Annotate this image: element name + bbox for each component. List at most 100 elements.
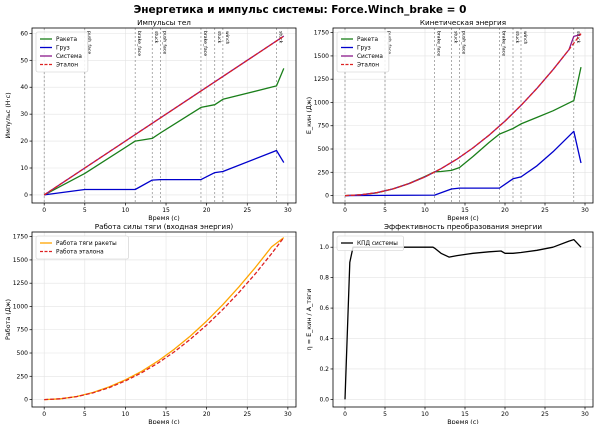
legend-entry: КПД системы bbox=[357, 241, 398, 247]
x-tick-label: 25 bbox=[541, 207, 549, 214]
x-axis-label: Время (с) bbox=[148, 214, 180, 222]
y-axis-label: Работа (Дж) bbox=[4, 299, 12, 340]
event-label: push_face bbox=[460, 31, 466, 54]
y-tick-label: 30 bbox=[20, 111, 28, 118]
chart-panel-4: 0 5 10 15 20 25 30 0.0 0.2 0.4 0.6 0.8 1.0 Эффективно… bbox=[305, 222, 594, 424]
y-tick-label: 0 bbox=[325, 193, 329, 200]
x-tick-label: 30 bbox=[581, 411, 589, 418]
x-tick-label: 15 bbox=[461, 411, 469, 418]
x-axis-label: Время (с) bbox=[148, 418, 180, 424]
x-axis-label: Время (с) bbox=[447, 214, 479, 222]
y-tick-label: 250 bbox=[318, 169, 330, 176]
chart-panel-2: push_facebrake_facestuckpush_facebrake_f… bbox=[305, 18, 594, 222]
legend: Ракета Груз Система Эталон bbox=[35, 31, 89, 73]
legend-entry: Система bbox=[357, 54, 383, 60]
x-tick-label: 20 bbox=[203, 207, 211, 214]
event-label: stuck bbox=[278, 31, 284, 44]
y-tick-label: 10 bbox=[20, 165, 28, 172]
axes-frame bbox=[332, 231, 594, 408]
x-tick-label: 0 bbox=[42, 207, 46, 214]
x-tick-label: 20 bbox=[501, 411, 509, 418]
y-tick-label: 500 bbox=[318, 146, 330, 153]
x-tick-label: 5 bbox=[383, 411, 387, 418]
legend-box bbox=[35, 31, 89, 73]
y-tick-label: 0 bbox=[24, 397, 28, 404]
y-tick-label: 1250 bbox=[13, 280, 28, 287]
figure-title: Энергетика и импульс системы: Force.Winc… bbox=[134, 4, 467, 16]
plot-area bbox=[333, 232, 593, 407]
y-axis-label: η = E_кин / A_тяги bbox=[305, 289, 313, 351]
x-tick-label: 25 bbox=[541, 411, 549, 418]
event-label: winch bbox=[522, 31, 528, 44]
chart-title: Эффективность преобразования энергии bbox=[384, 222, 542, 231]
series-line-3 bbox=[43, 35, 285, 196]
x-tick-label: 10 bbox=[122, 207, 130, 214]
series-line-4 bbox=[344, 33, 582, 197]
y-tick-label: 1.0 bbox=[319, 244, 329, 251]
x-tick-label: 10 bbox=[421, 411, 429, 418]
legend-entry: Работа эталона bbox=[56, 250, 104, 256]
legend-entry: Ракета bbox=[56, 37, 77, 43]
x-tick-label: 15 bbox=[162, 207, 170, 214]
y-tick-label: 500 bbox=[17, 350, 29, 357]
x-tick-label: 0 bbox=[42, 411, 46, 418]
series-line-2 bbox=[44, 237, 285, 401]
y-tick-label: 1000 bbox=[314, 99, 329, 106]
y-tick-label: 40 bbox=[20, 84, 28, 91]
y-tick-label: 0.6 bbox=[319, 305, 329, 312]
y-axis-label: E_кин (Дж) bbox=[305, 97, 313, 134]
x-tick-label: 15 bbox=[162, 411, 170, 418]
event-label: stuck bbox=[216, 31, 222, 44]
series-line-2 bbox=[44, 149, 285, 196]
y-axis-label: Импульс (Н·с) bbox=[4, 92, 12, 138]
legend-box bbox=[35, 235, 129, 260]
x-tick-label: 5 bbox=[383, 207, 387, 214]
y-tick-label: 1750 bbox=[13, 234, 28, 241]
x-tick-label: 25 bbox=[243, 411, 251, 418]
y-tick-label: 20 bbox=[20, 138, 28, 145]
x-tick-label: 10 bbox=[421, 207, 429, 214]
legend-entry: Эталон bbox=[56, 63, 78, 69]
event-label: push_face bbox=[86, 31, 92, 54]
y-tick-label: 0 bbox=[24, 192, 28, 199]
x-tick-label: 25 bbox=[243, 207, 251, 214]
y-tick-label: 1250 bbox=[314, 76, 329, 83]
legend-entry: Ракета bbox=[357, 37, 378, 43]
y-tick-label: 1750 bbox=[314, 30, 329, 37]
event-label: stuck bbox=[452, 31, 458, 44]
x-axis-label: Время (с) bbox=[447, 418, 479, 424]
legend-entry: Груз bbox=[56, 46, 70, 52]
chart-panel-3: 0 5 10 15 20 25 30 0 250 500 750 1000 1250 1500 1750 Ра… bbox=[4, 222, 297, 424]
y-tick-label: 1500 bbox=[13, 257, 28, 264]
event-label: brake_face bbox=[136, 31, 142, 56]
chart-title: Импульсы тел bbox=[137, 18, 191, 27]
series-line-1 bbox=[43, 68, 285, 196]
y-tick-label: 0.4 bbox=[319, 336, 329, 343]
y-tick-label: 50 bbox=[20, 57, 28, 64]
y-tick-label: 0.8 bbox=[319, 275, 329, 282]
series-line-2 bbox=[344, 130, 582, 197]
x-tick-label: 0 bbox=[343, 411, 347, 418]
x-tick-label: 10 bbox=[122, 411, 130, 418]
y-tick-label: 750 bbox=[17, 327, 29, 334]
legend: КПД системы bbox=[336, 235, 404, 251]
legend-entry: Работа тяги ракеты bbox=[56, 241, 117, 247]
x-tick-label: 5 bbox=[83, 411, 87, 418]
y-tick-label: 0.2 bbox=[319, 366, 329, 373]
x-tick-label: 30 bbox=[581, 207, 589, 214]
event-label: push_face bbox=[161, 31, 167, 54]
legend: Ракета Груз Система Эталон bbox=[336, 31, 390, 73]
event-label: brake_face bbox=[436, 31, 442, 56]
event-label: stuck bbox=[153, 31, 159, 44]
x-tick-label: 20 bbox=[501, 207, 509, 214]
x-tick-label: 20 bbox=[203, 411, 211, 418]
y-tick-label: 250 bbox=[17, 373, 29, 380]
x-tick-label: 0 bbox=[343, 207, 347, 214]
y-tick-label: 0.0 bbox=[319, 396, 329, 403]
legend: Работа тяги ракеты Работа эталона bbox=[35, 235, 129, 260]
axes-frame bbox=[31, 231, 297, 408]
chart-title: Работа силы тяги (входная энергия) bbox=[95, 222, 234, 231]
axes-frame bbox=[31, 27, 297, 204]
series-line-1 bbox=[44, 237, 285, 401]
